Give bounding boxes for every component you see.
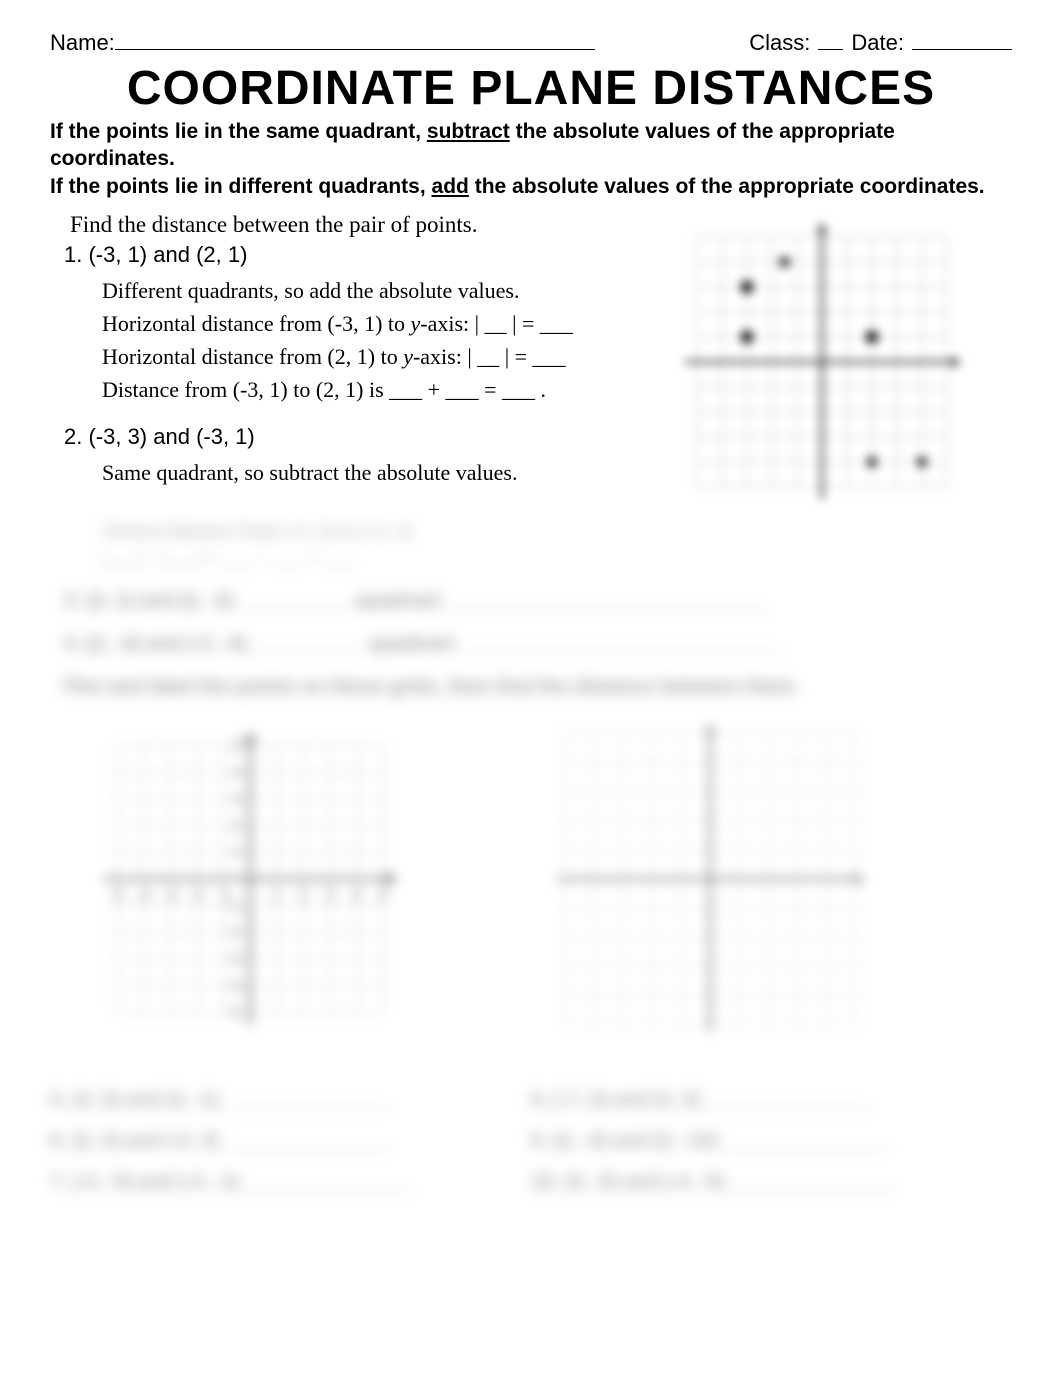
svg-text:3: 3 xyxy=(326,887,335,904)
blurred-p2-line2: Vertical distance from (-3, 3) to (-3, 1… xyxy=(102,520,1012,543)
class-label: Class: xyxy=(749,30,810,56)
bq10: 10. (4, -5) and (-4, -5) _______________ xyxy=(531,1171,1012,1194)
blurred-q3: 3. (2, 1) and (2, -4) __________ quadran… xyxy=(64,590,1012,613)
p1l2-post: -axis: | __ | = ___ xyxy=(420,311,573,336)
instr-add: add xyxy=(432,175,469,198)
name-blank[interactable] xyxy=(115,49,595,50)
problem-1-num: 1. (-3, 1) and (2, 1) xyxy=(64,242,632,268)
p1l2-axis: y xyxy=(411,311,421,336)
problem-2-num: 2. (-3, 3) and (-3, 1) xyxy=(64,424,632,450)
bq8: 8. (-7, 3) and (2, 3) _______________ xyxy=(531,1089,1012,1112)
svg-text:1: 1 xyxy=(272,887,281,904)
svg-text:2: 2 xyxy=(299,887,308,904)
p1l3-pre: Horizontal distance from (2, 1) to xyxy=(102,344,403,369)
blurred-p2-line3: |___| − |___| = ___ − ___ = ___ xyxy=(102,547,1012,570)
svg-text:-5: -5 xyxy=(110,887,124,904)
class-blank[interactable] xyxy=(818,49,843,50)
svg-text:-3: -3 xyxy=(163,887,177,904)
page-title: COORDINATE PLANE DISTANCES xyxy=(50,61,1012,116)
svg-text:4: 4 xyxy=(352,887,361,904)
problem-2-line1: Same quadrant, so subtract the absolute … xyxy=(102,456,632,489)
instr-subtract: subtract xyxy=(427,120,510,143)
svg-text:4: 4 xyxy=(232,765,241,782)
p1l3-post: -axis: | __ | = ___ xyxy=(413,344,566,369)
svg-text:2: 2 xyxy=(232,818,241,835)
find-text: Find the distance between the pair of po… xyxy=(70,212,632,238)
problem-1-line4: Distance from (-3, 1) to (2, 1) is ___ +… xyxy=(102,373,632,406)
name-label: Name: xyxy=(50,30,115,56)
svg-text:-5: -5 xyxy=(227,1005,241,1022)
date-blank[interactable] xyxy=(912,49,1012,50)
instructions: If the points lie in the same quadrant, … xyxy=(50,118,1012,200)
grid-left: -5-4-3-2-1 12345 54321 -1-2-3-4-5 xyxy=(50,719,470,1069)
coordinate-grid-top xyxy=(647,212,997,512)
bq9: 9. (2, -4) and (2, -10) _______________ xyxy=(531,1130,1012,1153)
svg-text:3: 3 xyxy=(232,791,241,808)
bq5: 5. (4, 3) and (4, -1) _______________ xyxy=(50,1089,531,1112)
problem-1-line3: Horizontal distance from (2, 1) to y-axi… xyxy=(102,340,632,373)
blurred-plot-instr: Plot and label the points on these grids… xyxy=(64,676,1012,699)
svg-text:-2: -2 xyxy=(227,925,241,942)
date-label: Date: xyxy=(851,30,904,56)
svg-text:-2: -2 xyxy=(190,887,204,904)
instr-line2-pre: If the points lie in different quadrants… xyxy=(50,175,432,198)
blurred-q4: 4. (2, -4) and (-3, -4) __________ quadr… xyxy=(64,633,1012,656)
svg-text:-4: -4 xyxy=(227,978,241,995)
instr-line1-pre: If the points lie in the same quadrant, xyxy=(50,120,427,143)
instr-line2-post: the absolute values of the appropriate c… xyxy=(469,175,985,198)
svg-text:5: 5 xyxy=(232,738,241,755)
grid-right xyxy=(510,719,930,1069)
problem-1-line1: Different quadrants, so add the absolute… xyxy=(102,274,632,307)
p1l2-pre: Horizontal distance from (-3, 1) to xyxy=(102,311,411,336)
svg-text:-3: -3 xyxy=(227,951,241,968)
bq7: 7. (-3, -5) and (-3, -1) _______________ xyxy=(50,1171,531,1194)
svg-text:-1: -1 xyxy=(227,898,241,915)
svg-text:5: 5 xyxy=(379,887,388,904)
bq6: 6. (2, 3) and (-2, 3) _______________ xyxy=(50,1130,531,1153)
svg-text:1: 1 xyxy=(232,845,241,862)
problem-1-line2: Horizontal distance from (-3, 1) to y-ax… xyxy=(102,307,632,340)
p1l3-axis: y xyxy=(403,344,413,369)
svg-text:-4: -4 xyxy=(136,887,150,904)
